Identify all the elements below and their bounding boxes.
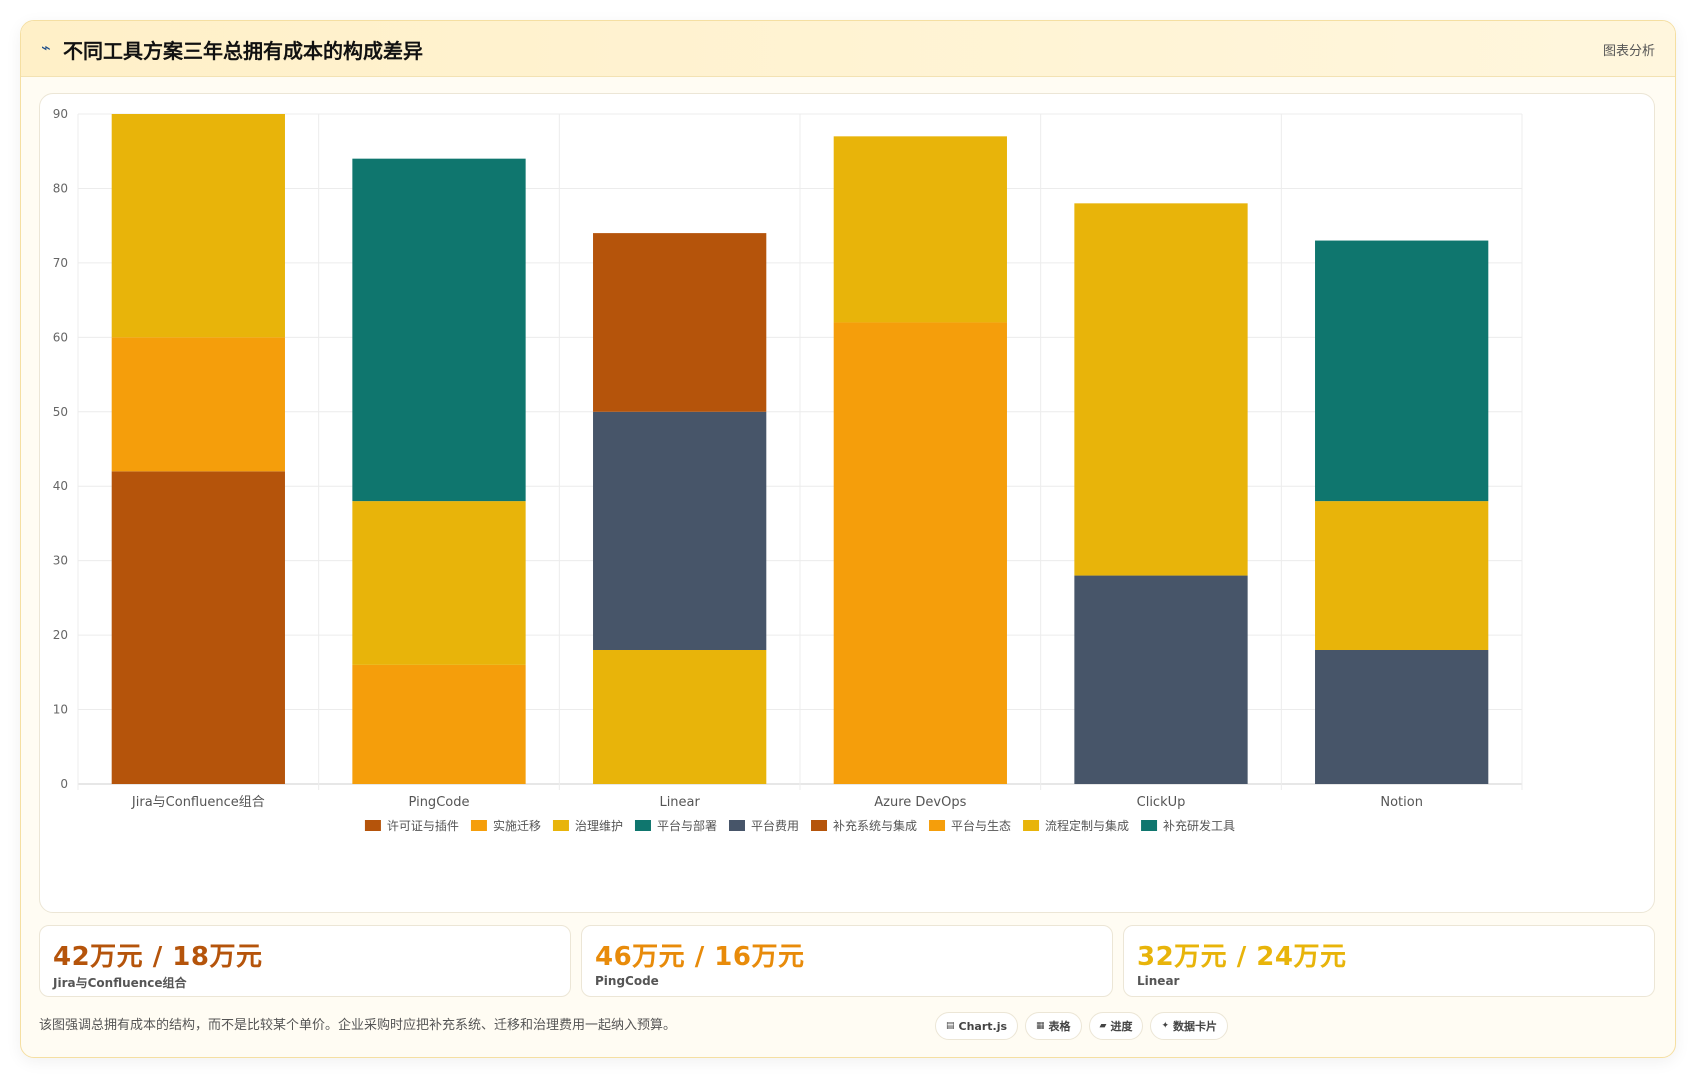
chip-label: 进度 [1110,1020,1133,1033]
legend-swatch [1023,820,1040,831]
bar-segment [833,322,1007,784]
stat-card-jira: 42万元 / 18万元 Jira与Confluence组合 [39,925,571,997]
chart-line-icon: ⌁ [41,38,51,57]
x-tick-label: Azure DevOps [874,795,966,810]
bar-segment [111,471,285,784]
y-tick-label: 70 [53,256,68,270]
legend-label: 流程定制与集成 [1045,818,1129,833]
legend-swatch [728,820,745,831]
chart-panel: ⌁ 不同工具方案三年总拥有成本的构成差异 图表分析 0 10 20 30 40 50 60 7… [20,20,1676,1058]
y-tick-label: 90 [53,107,68,121]
legend-swatch [929,820,946,831]
y-tick-label: 50 [53,405,68,419]
x-tick-label: Linear [659,795,700,810]
y-tick-label: 10 [53,703,68,717]
y-tick-label: 60 [53,330,68,344]
y-tick-label: 0 [60,777,68,791]
bar-segment [352,664,526,784]
bar-segment [593,411,767,650]
stat-card-linear: 32万元 / 24万元 Linear [1123,925,1655,997]
stat-card-pingcode: 46万元 / 16万元 PingCode [581,925,1113,997]
legend-swatch [811,820,828,831]
section-tag: 图表分析 [1602,44,1655,59]
legend-label: 治理维护 [575,819,623,833]
x-tick-label: Jira与Confluence组合 [131,795,265,810]
chart-card: 0 10 20 30 40 50 60 70 80 90 Jira与Confluence组合 Ping… [39,93,1655,913]
bar-segment [1315,240,1489,502]
stat-label: PingCode [595,974,659,988]
legend-label: 平台与部署 [657,818,717,833]
legend-label: 平台费用 [751,818,799,833]
table-icon: ▦ [1036,1021,1045,1031]
bar-segment [111,337,285,472]
stat-label: Linear [1137,974,1180,988]
legend-label: 许可证与插件 [387,819,459,833]
x-tick-label: Notion [1380,795,1423,810]
bar-segment [352,158,526,502]
bar-segment [1074,203,1248,576]
panel-header: ⌁ 不同工具方案三年总拥有成本的构成差异 图表分析 [21,21,1675,77]
progress-icon: ▰ [1099,1021,1107,1031]
chip-label: 数据卡片 [1173,1020,1218,1033]
chip-row: ▤ Chart.js ▦ 表格 ▰ 进度 ✦ 数据卡片 [935,1012,1229,1040]
legend-swatch [364,820,381,831]
y-tick-label: 20 [53,628,68,642]
bar-segment [593,650,767,784]
legend-swatch [470,820,487,831]
chip-chartjs[interactable]: ▤ Chart.js [935,1012,1019,1040]
y-tick-label: 80 [53,181,68,195]
y-tick-label: 40 [53,479,68,493]
page-title: 不同工具方案三年总拥有成本的构成差异 [63,39,423,63]
legend-label: 实施迁移 [493,818,541,833]
footnote: 该图强调总拥有成本的结构，而不是比较某个单价。企业采购时应把补充系统、迁移和治理… [39,1018,677,1033]
x-tick-label: PingCode [409,795,470,810]
x-tick-label: ClickUp [1137,795,1186,810]
legend-label: 补充研发工具 [1163,818,1235,833]
chip-table[interactable]: ▦ 表格 [1025,1012,1082,1040]
legend-swatch [552,820,569,831]
legend-swatch [1141,820,1158,831]
bar-segment [1074,575,1248,784]
stacked-bar-chart: 0 10 20 30 40 50 60 70 80 90 Jira与Confluence组合 Ping… [53,107,1523,833]
stat-label: Jira与Confluence组合 [53,976,187,990]
stat-value: 42万元 / 18万元 [53,942,263,972]
bar-segment [593,233,767,412]
stat-value: 46万元 / 16万元 [595,942,805,972]
chip-label: Chart.js [958,1019,1008,1033]
bar-segment [111,114,285,338]
legend-swatch [634,820,651,831]
legend-label: 平台与生态 [951,818,1011,833]
chip-label: 表格 [1048,1020,1071,1033]
bar-segment [1315,501,1489,650]
chip-data-cards[interactable]: ✦ 数据卡片 [1150,1012,1229,1040]
sparkle-icon: ✦ [1161,1021,1170,1031]
bar-segment [833,136,1007,323]
bar-segment [352,501,526,665]
legend-label: 补充系统与集成 [833,818,917,833]
bar-segment [1315,650,1489,784]
chart-icon: ▤ [946,1021,955,1031]
y-tick-label: 30 [53,554,68,568]
stat-value: 32万元 / 24万元 [1137,942,1347,972]
chip-progress[interactable]: ▰ 进度 [1088,1012,1144,1040]
